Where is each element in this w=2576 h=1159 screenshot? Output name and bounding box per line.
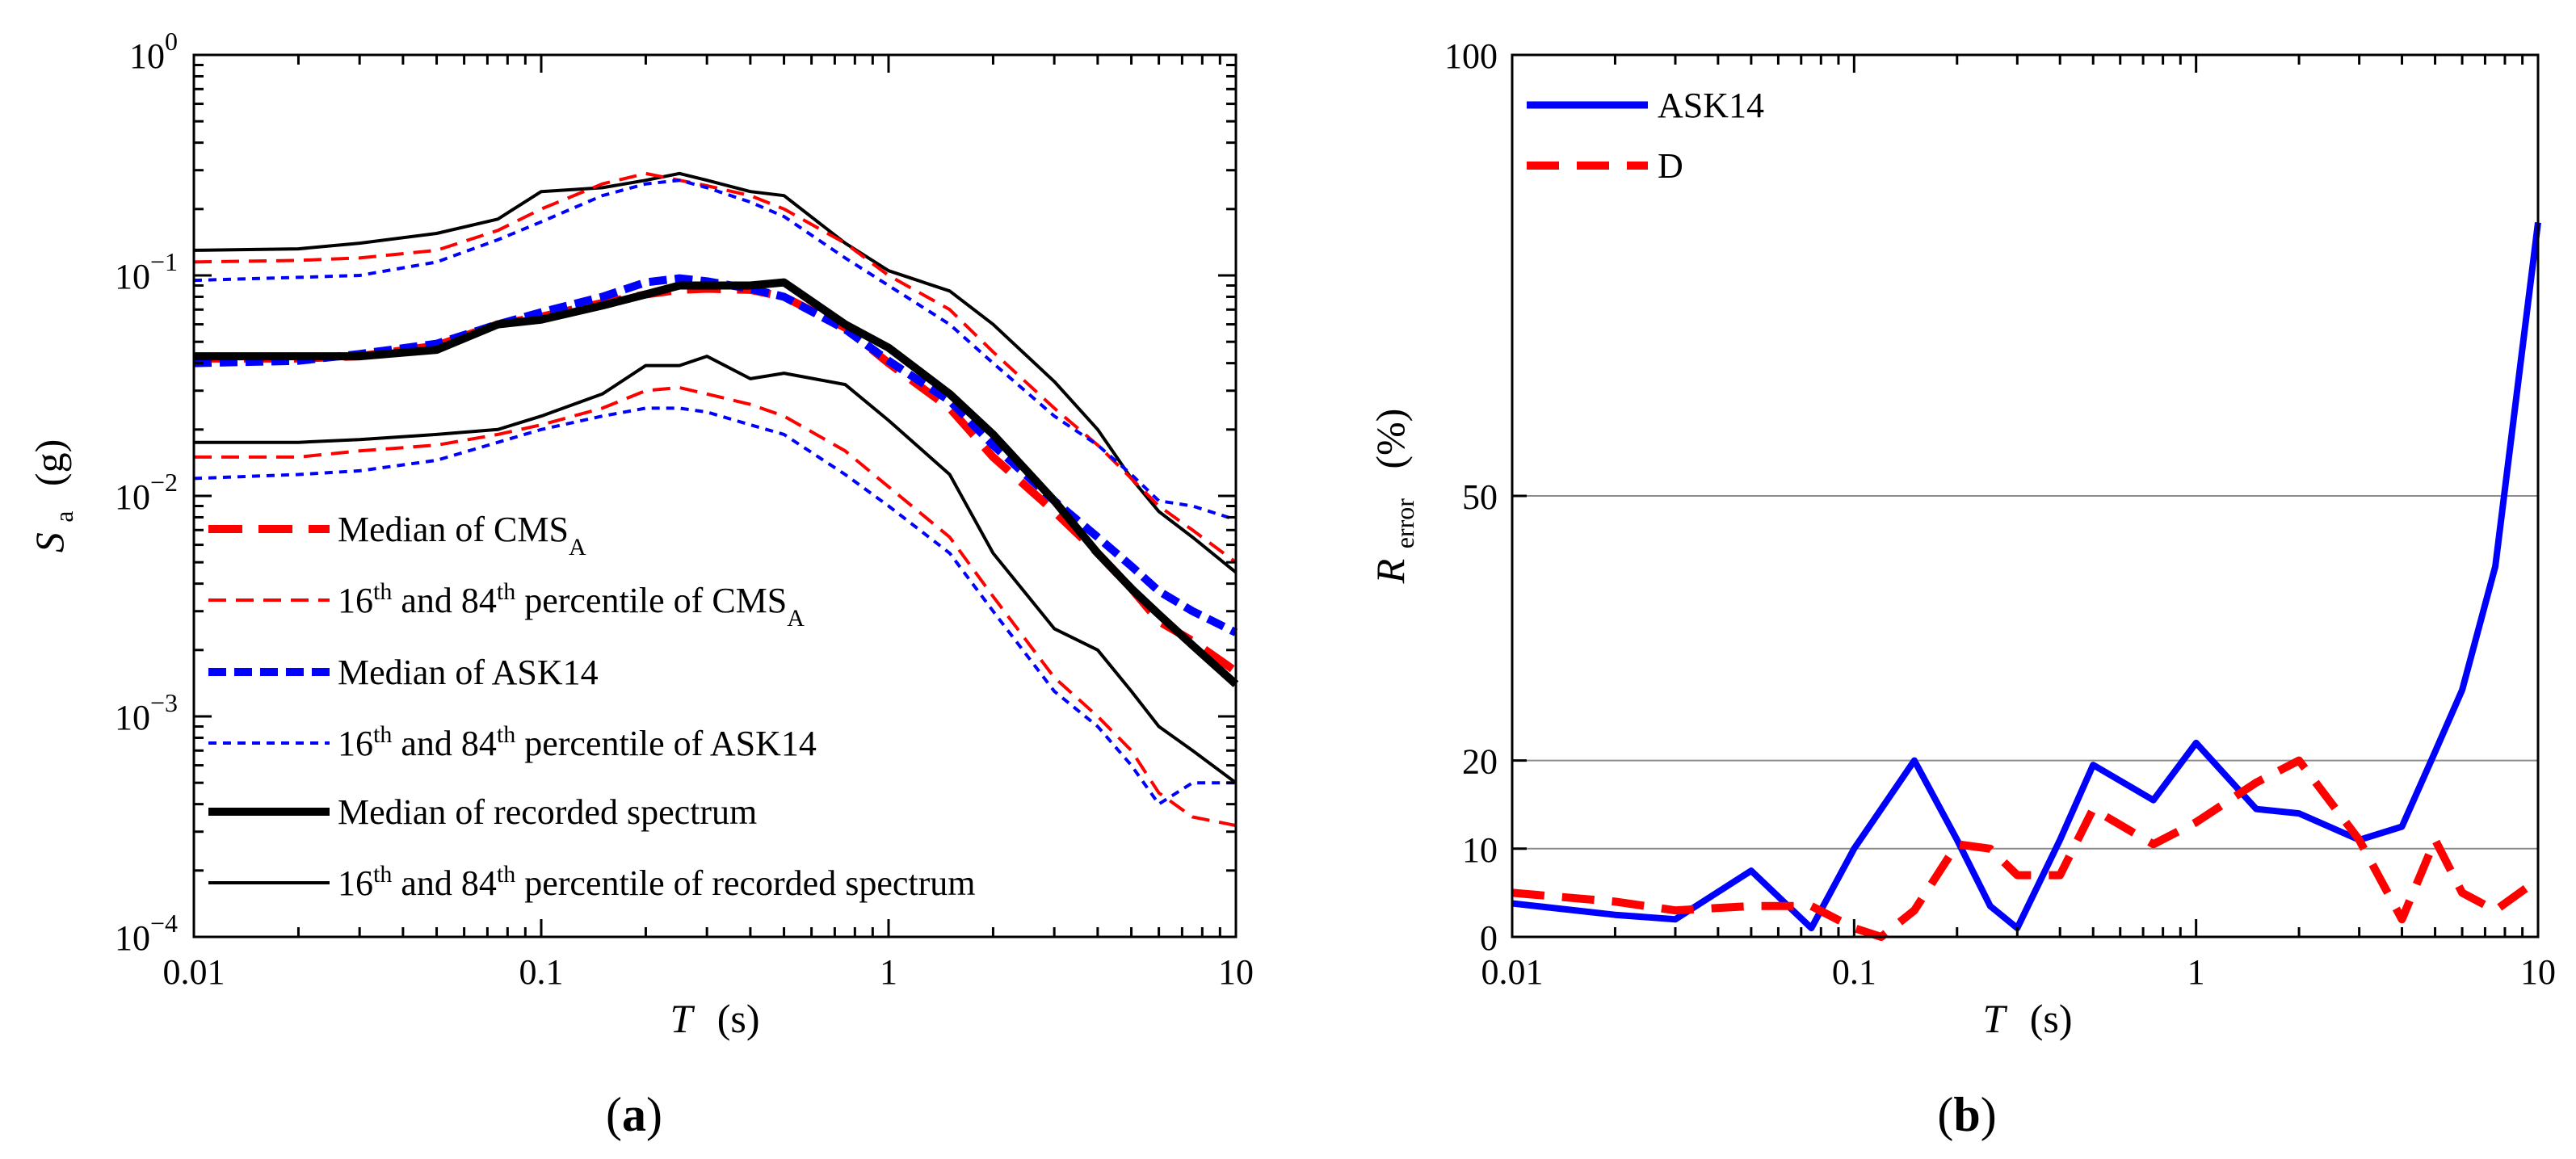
legend-text-part: A (787, 605, 805, 632)
series-line-ask84 (193, 178, 1237, 522)
panel-b-y-axis-unit: (%) (1368, 409, 1413, 469)
legend-text-part: Median of recorded spectrum (338, 792, 757, 832)
series-line-d (1511, 756, 2540, 941)
legend-text-part: th (373, 578, 392, 605)
panel-b-label: (b) (1937, 1088, 1996, 1141)
legend-entry: ASK14 (1527, 86, 1764, 125)
legend-entry: Median of recorded spectrum (208, 792, 757, 832)
y-tick-label: 50 (1462, 477, 1498, 517)
legend-text-part: Median of ASK14 (338, 653, 599, 692)
y-tick-label: 10−1 (115, 247, 178, 296)
legend-label: Median of CMSA (338, 510, 586, 561)
legend-text-part: percentile of recorded spectrum (515, 863, 975, 903)
legend-entry: 16th and 84th percentile of recorded spe… (208, 861, 976, 904)
legend-text-part: 16 (338, 724, 373, 763)
y-tick-label: 10−4 (115, 909, 178, 958)
y-tick-label: 10−2 (115, 468, 178, 517)
series-line-cms84 (193, 171, 1238, 564)
series-line-ask50 (193, 274, 1238, 636)
legend-label: Median of recorded spectrum (338, 792, 757, 832)
series-line-cms16 (194, 385, 1237, 828)
legend-text-part: ASK14 (1658, 86, 1764, 125)
legend-text-part: 16 (338, 863, 373, 903)
y-tick-label: 100 (1444, 36, 1498, 76)
x-tick-label: 0.01 (163, 952, 225, 992)
panel-b-series (1511, 222, 2541, 941)
panel-a-y-axis-subscript: a (49, 511, 78, 523)
legend-label: 16th and 84th percentile of ASK14 (338, 721, 817, 764)
legend-entry: Median of CMSA (208, 510, 586, 561)
panel-a-x-axis-unit: (s) (717, 996, 760, 1041)
panel-a-y-axis-label: S a (g) (27, 439, 82, 553)
panel-b-x-axis-symbol: T (1982, 996, 2007, 1041)
y-tick-label: 100 (129, 27, 178, 76)
legend-entry: Median of ASK14 (208, 653, 599, 692)
legend-text-part: percentile of CMS (515, 581, 787, 620)
series-line-ask14 (1511, 222, 2541, 932)
y-tick-label: 20 (1462, 742, 1498, 782)
legend-text-part: A (569, 534, 586, 561)
panel-b-x-axis-unit: (s) (2030, 996, 2073, 1041)
legend-label: Median of ASK14 (338, 653, 599, 692)
panel-b-legend: ASK14 D (1527, 86, 1764, 186)
legend-label: D (1658, 146, 1683, 186)
panel-a-y-axis-unit: (g) (27, 439, 72, 486)
series-line-rec84 (193, 171, 1238, 574)
legend-text-part: Median of CMS (338, 510, 569, 549)
panel-a-x-axis-label: T (s) (670, 996, 759, 1041)
legend-label: ASK14 (1658, 86, 1764, 125)
series-line-rec16 (194, 355, 1238, 784)
panel-a-x-axis-symbol: T (670, 996, 695, 1041)
legend-text-part: th (373, 861, 392, 888)
x-tick-label: 10 (1218, 952, 1254, 992)
legend-text-part: 16 (338, 581, 373, 620)
legend-entry: 16th and 84th percentile of ASK14 (208, 721, 817, 764)
x-tick-label: 0.1 (519, 952, 564, 992)
panel-b-y-axis-label: R error (%) (1368, 409, 1422, 585)
panel-a: 0.01 0.1 1 10 100 10−1 10−2 10−3 10−4 Median of … (27, 27, 1254, 1141)
legend-entry: 16th and 84th percentile of CMSA (208, 578, 805, 632)
x-tick-label: 0.01 (1481, 952, 1544, 992)
legend-entry: D (1527, 146, 1683, 186)
panel-a-y-axis-symbol: S (27, 532, 72, 552)
legend-text-part: th (497, 721, 515, 748)
panel-b-gridlines (1512, 495, 2538, 850)
x-tick-label: 1 (880, 952, 897, 992)
y-tick-label: 10−3 (115, 688, 178, 737)
legend-text-part: th (497, 861, 515, 888)
x-tick-label: 0.1 (1832, 952, 1876, 992)
series-line-rec50 (194, 278, 1239, 687)
legend-label: 16th and 84th percentile of recorded spe… (338, 861, 976, 904)
panel-b-y-axis-symbol: R (1368, 559, 1413, 585)
y-tick-label: 0 (1480, 918, 1498, 958)
panel-b-x-axis-label: T (s) (1982, 996, 2072, 1041)
legend-text-part: percentile of ASK14 (515, 724, 817, 763)
panel-b-y-axis-subscript: error (1390, 498, 1419, 549)
legend-text-part: th (373, 721, 392, 748)
legend-text-part: and 84 (392, 724, 497, 763)
legend-label: 16th and 84th percentile of CMSA (338, 578, 805, 632)
x-tick-label: 10 (2520, 952, 2556, 992)
y-tick-label: 10 (1462, 830, 1498, 870)
legend-text-part: th (497, 578, 515, 605)
panel-a-series (193, 171, 1239, 828)
panel-a-ticks: 0.01 0.1 1 10 100 10−1 10−2 10−3 10−4 (115, 27, 1254, 992)
legend-text-part: and 84 (392, 863, 497, 903)
series-line-ask16 (193, 406, 1236, 806)
legend-text-part: and 84 (392, 581, 497, 620)
x-tick-label: 1 (2187, 952, 2205, 992)
legend-text-part: D (1658, 146, 1683, 186)
panel-a-label: (a) (606, 1088, 662, 1141)
